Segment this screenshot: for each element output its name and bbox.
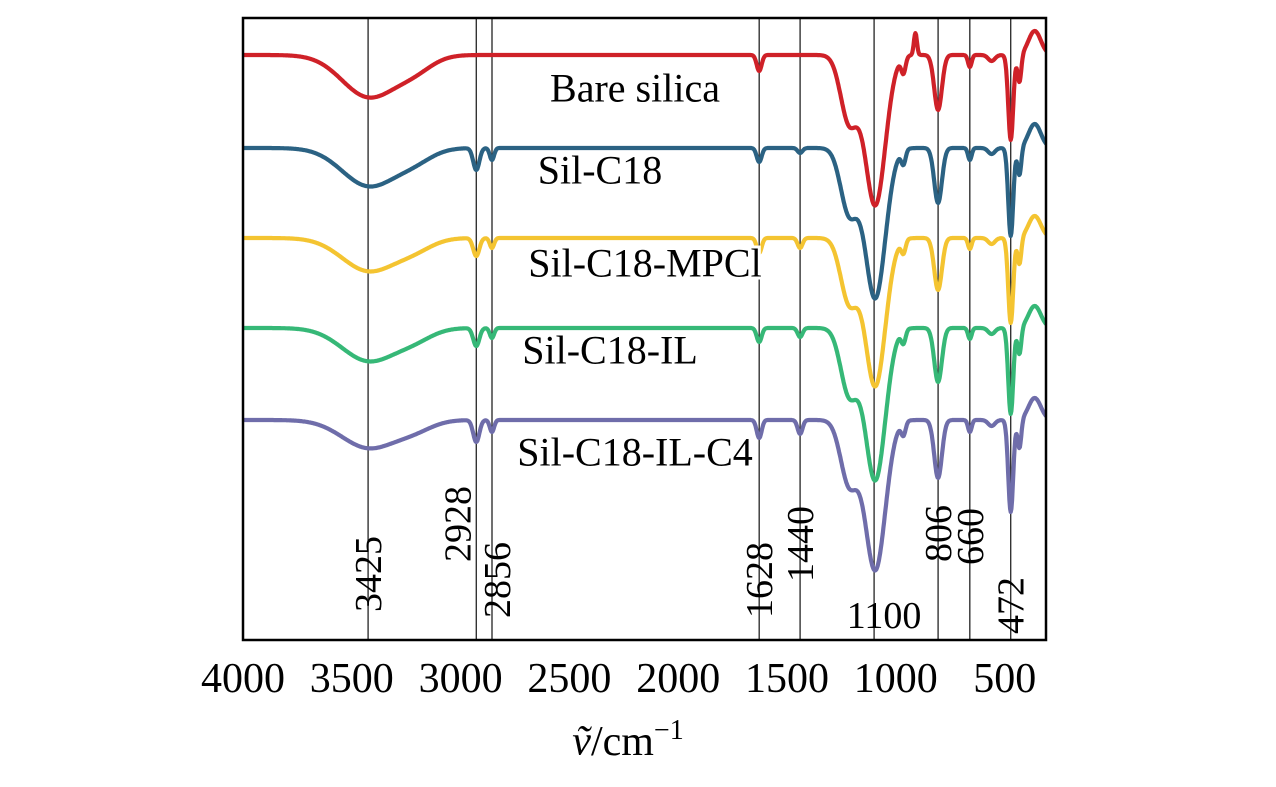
peak-label-2856: 2856 <box>477 542 519 618</box>
peak-label-1440: 1440 <box>780 506 822 582</box>
x-tick-3000: 3000 <box>419 656 503 702</box>
series-name-labels: Bare silica Sil-C18 Sil-C18-MPCl Sil-C18-IL… <box>514 63 764 478</box>
plot-border <box>241 16 1048 642</box>
spectrum-curve-sil-c18-mpcl <box>243 213 1046 389</box>
x-axis-title: ṽ/cm−1 <box>572 715 683 765</box>
spectrum-curve-sil-c18 <box>243 121 1046 301</box>
series-label-bare-silica: Bare silica <box>550 66 720 111</box>
peak-label-472: 472 <box>991 577 1033 634</box>
x-tick-3500: 3500 <box>310 656 394 702</box>
series-label-sil-c18: Sil-C18 <box>538 148 662 193</box>
spectrum-curve-sil-c18-il <box>243 303 1046 483</box>
x-axis-tick-labels: 4000 3500 3000 2500 2000 1500 1000 500 <box>201 656 1036 702</box>
peak-marker-gridlines <box>367 18 1012 640</box>
x-axis-title-text: ṽ/cm−1 <box>572 715 683 765</box>
x-tick-2500: 2500 <box>527 656 611 702</box>
peak-label-660: 660 <box>950 508 992 565</box>
x-tick-4000: 4000 <box>201 656 285 702</box>
x-tick-1500: 1500 <box>745 656 829 702</box>
spectrum-curve-bare-silica <box>243 28 1046 208</box>
peak-label-806: 806 <box>918 505 960 562</box>
x-tick-500: 500 <box>973 656 1036 702</box>
spectrum-curve-sil-c18-il-c4 <box>243 395 1046 573</box>
series-label-sil-c18-il-c4: Sil-C18-IL-C4 <box>517 430 753 475</box>
peak-label-1100: 1100 <box>847 595 922 637</box>
x-tick-2000: 2000 <box>636 656 720 702</box>
peak-label-3425: 3425 <box>348 536 390 612</box>
x-tick-1000: 1000 <box>854 656 938 702</box>
peak-label-2928: 2928 <box>437 486 479 562</box>
series-label-sil-c18-mpcl: Sil-C18-MPCl <box>528 241 761 286</box>
spectra-curves <box>243 28 1046 573</box>
peak-label-1628: 1628 <box>739 542 781 618</box>
series-label-sil-c18-il: Sil-C18-IL <box>522 328 698 373</box>
